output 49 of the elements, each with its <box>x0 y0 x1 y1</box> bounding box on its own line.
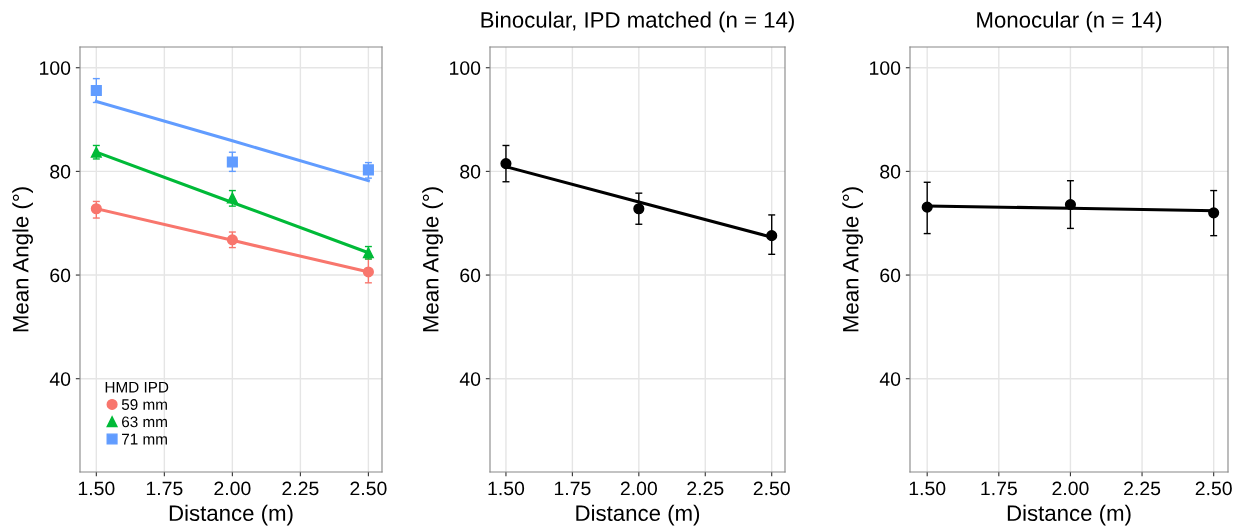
y-tick-label: 60 <box>880 268 901 283</box>
y-tick-label: 100 <box>40 61 71 75</box>
x-tick-label: 2.00 <box>214 481 251 496</box>
y-tick-label: 60 <box>50 268 71 283</box>
x-tick-label: 1.75 <box>981 481 1017 496</box>
y-tick-label: 100 <box>870 61 901 75</box>
chart-title: Binocular, IPD matched (n = 14) <box>481 11 794 33</box>
legend-label: 71 mm <box>122 433 167 445</box>
y-tick-label: 40 <box>879 372 901 386</box>
y-tick-label: 100 <box>450 61 481 75</box>
point <box>90 203 102 215</box>
y-tick-label: 40 <box>459 372 481 386</box>
point <box>500 158 512 170</box>
x-tick-label: 2.00 <box>1052 481 1089 496</box>
x-tick-label: 1.50 <box>909 481 946 496</box>
y-axis-title: Mean Angle (°) <box>12 187 33 332</box>
x-tick-label: 2.25 <box>282 481 319 496</box>
point <box>1208 207 1220 219</box>
y-tick-label: 60 <box>460 268 481 283</box>
legend-label: 63 mm <box>122 416 167 428</box>
x-axis-title: Distance (m) <box>1007 504 1131 526</box>
x-tick-label: 1.50 <box>488 481 525 496</box>
y-tick-label: 40 <box>49 372 71 386</box>
x-axis-title: Distance (m) <box>169 504 293 526</box>
x-tick-label: 2.25 <box>687 481 724 496</box>
x-tick-label: 2.00 <box>620 481 657 496</box>
x-tick-label: 1.75 <box>554 481 591 496</box>
x-tick-label: 2.25 <box>1124 481 1161 496</box>
point <box>226 156 238 168</box>
legend-label: 59 mm <box>121 399 167 410</box>
point <box>1064 199 1076 211</box>
point <box>633 203 645 215</box>
y-axis-title: Mean Angle (°) <box>842 187 863 332</box>
x-tick-label: 2.50 <box>753 481 790 496</box>
y-tick-label: 80 <box>50 164 71 179</box>
point <box>90 84 102 97</box>
y-tick-label: 80 <box>460 164 481 179</box>
y-tick-label: 80 <box>880 164 901 179</box>
y-axis-title: Mean Angle (°) <box>422 187 443 332</box>
legend-title: HMD IPD <box>105 381 169 393</box>
x-axis-title: Distance (m) <box>576 504 700 526</box>
x-tick-label: 2.50 <box>350 481 387 496</box>
point <box>766 230 778 242</box>
point <box>921 201 933 213</box>
x-tick-label: 1.50 <box>78 481 115 496</box>
x-tick-label: 2.50 <box>1195 481 1232 496</box>
point <box>362 266 374 278</box>
x-tick-label: 1.75 <box>146 481 183 496</box>
chart-title: Monocular (n = 14) <box>977 11 1162 33</box>
